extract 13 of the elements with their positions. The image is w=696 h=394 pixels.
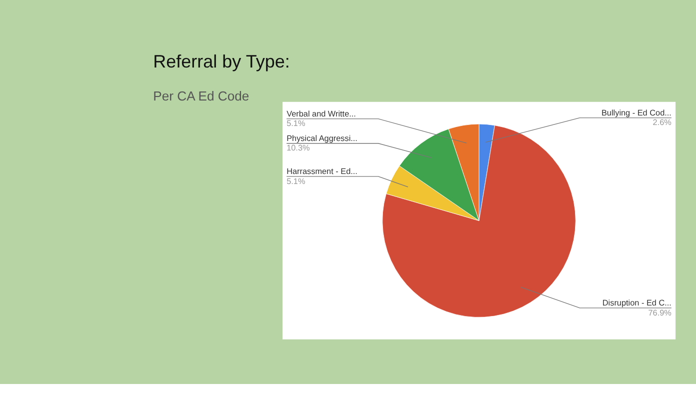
slice-label: Physical Aggressi... — [286, 134, 358, 143]
slice-label: Disruption - Ed C... — [602, 298, 672, 308]
data-label: 10.3% — [286, 144, 310, 153]
data-label: 76.9% — [648, 308, 672, 318]
chart-title: Referral by Type: — [153, 52, 290, 72]
pie-slice — [382, 125, 576, 318]
data-label: 5.1% — [286, 176, 306, 186]
slice-label: Bullying - Ed Cod... — [601, 108, 672, 118]
slice-label: Verbal and Writte... — [286, 109, 356, 118]
data-label: 5.1% — [286, 119, 306, 128]
data-label: 2.6% — [652, 118, 672, 128]
slice-label: Harrassment - Ed... — [286, 166, 358, 176]
chart-subtitle: Per CA Ed Code — [153, 88, 250, 104]
